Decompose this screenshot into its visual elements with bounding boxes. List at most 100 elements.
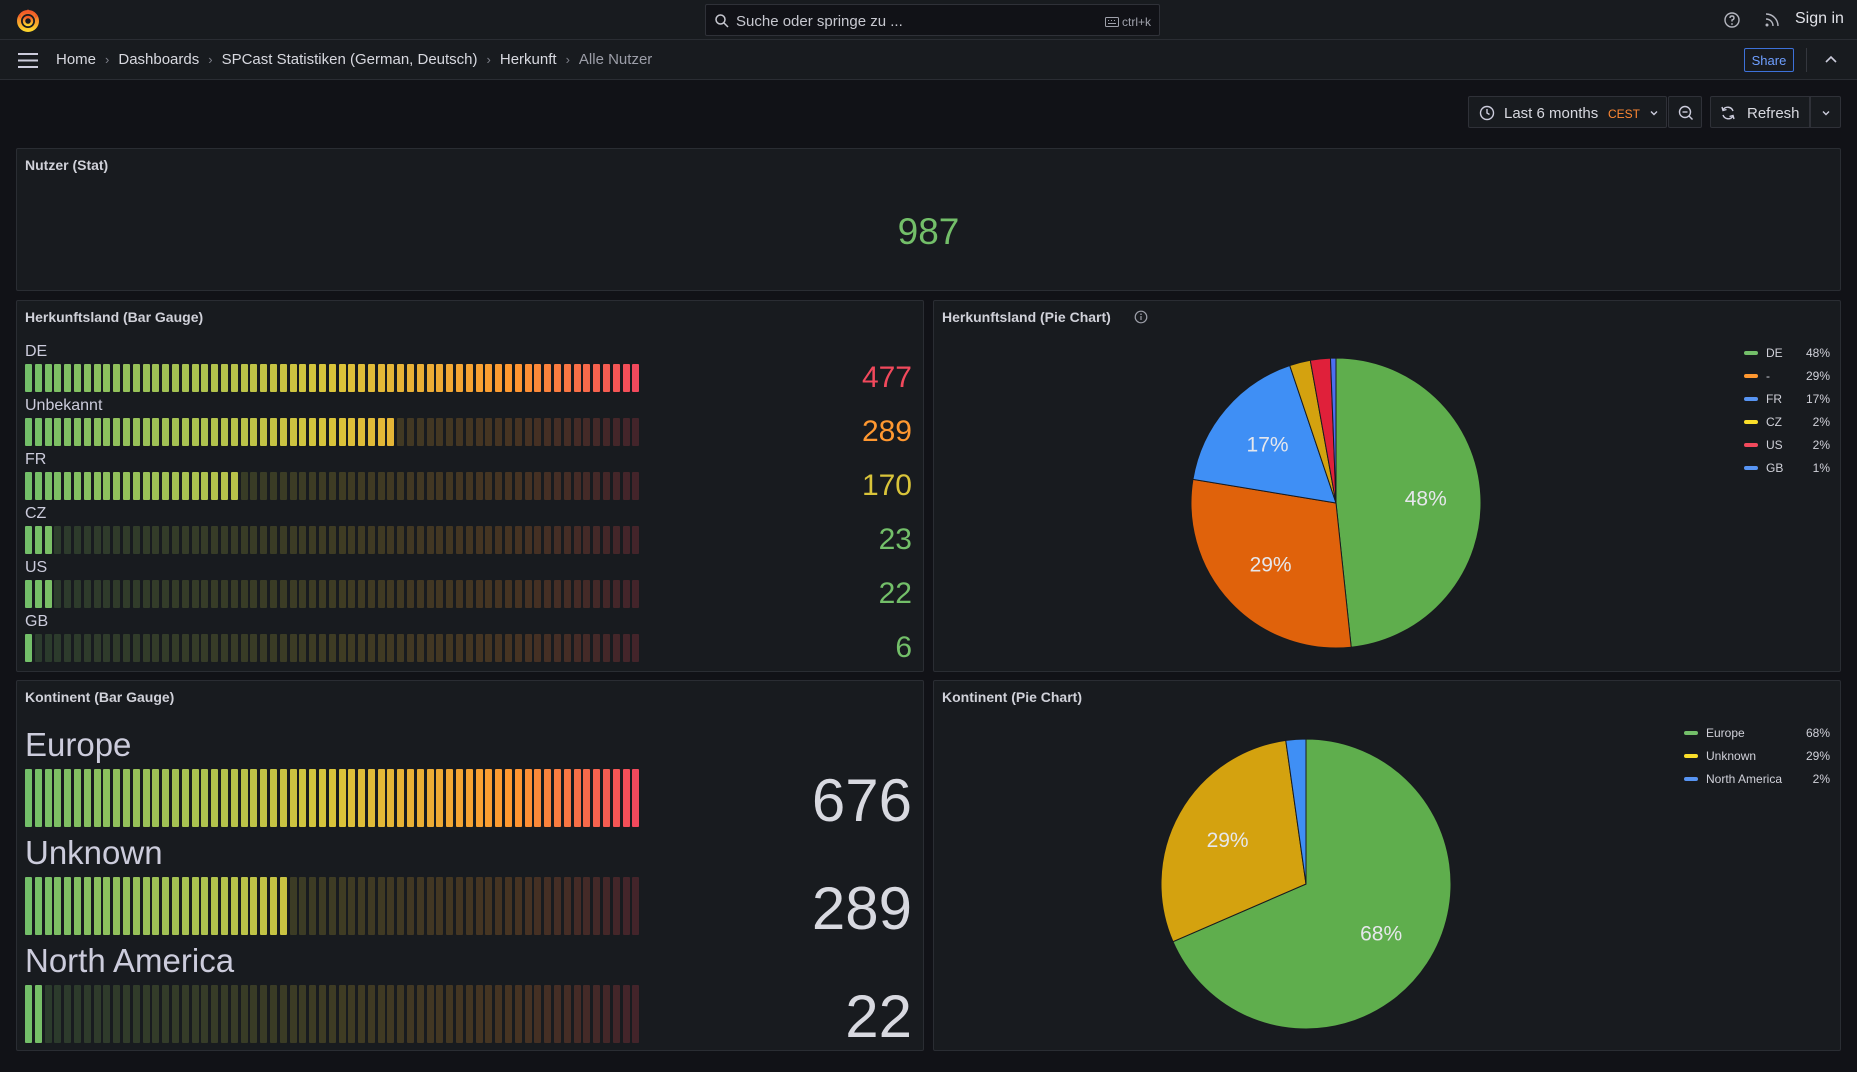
legend-item[interactable]: - [1744,368,1770,384]
bar-cell-empty [220,580,228,608]
bar-cell-empty [407,634,415,662]
panel-nutzer-stat[interactable]: Nutzer (Stat) 987 [16,148,1841,291]
bar-gauge-label: Europe [25,726,132,763]
bar-cell-empty [456,472,464,500]
legend-item[interactable]: DE [1744,345,1783,361]
legend-item[interactable]: North America [1684,771,1782,787]
bar-cell-empty [485,580,493,608]
panel-kontinent-bar-gauge[interactable]: Kontinent (Bar Gauge) Europe 676 Unknown 28… [16,680,924,1051]
bar-cell-empty [534,580,542,608]
bar-cell-filled [505,364,513,392]
bar-cell-filled [73,877,81,935]
bar-cell-empty [358,580,366,608]
menu-icon[interactable] [18,53,38,68]
bar-cell-empty [573,418,581,446]
pie-slice-europe[interactable] [1172,738,1452,1030]
bar-cell-empty [603,877,611,935]
legend-percent: 17% [1805,392,1830,406]
chevron-up-icon[interactable] [1824,53,1838,67]
breadcrumb-dashboards[interactable]: Dashboards [118,51,200,68]
bar-cell-empty [622,526,630,554]
bar-cell-empty [505,526,513,554]
breadcrumb-subfolder[interactable]: Herkunft [499,51,557,68]
help-icon[interactable] [1723,11,1741,29]
bar-cell-empty [171,580,179,608]
pie-slice-unknown[interactable] [1160,739,1307,943]
bar-cell-empty [407,580,415,608]
bar-cell-filled [142,364,150,392]
pie-slice-gb[interactable] [1329,357,1337,504]
legend-percent: 68% [1805,726,1830,740]
pie-slice-label: 29% [1207,829,1249,852]
bar-cell-filled [122,472,130,500]
bar-cell-empty [475,877,483,935]
chevron-down-icon [1650,111,1658,116]
breadcrumb: Home › Dashboards › SPCast Statistiken (… [56,51,652,68]
bar-cell-empty [162,526,170,554]
bar-cell-empty [328,526,336,554]
bar-cell-empty [573,580,581,608]
bar-cell-empty [54,985,62,1043]
bar-cell-empty [583,580,591,608]
time-range-label: Last 6 months [1504,105,1599,122]
bar-cell-filled [367,769,375,827]
sign-in-link[interactable]: Sign in [1795,10,1844,27]
bar-cell-empty [573,634,581,662]
bar-cell-empty [436,877,444,935]
legend-item[interactable]: Unknown [1684,748,1756,764]
refresh-button[interactable]: Refresh [1710,96,1810,128]
bar-cell-empty [534,877,542,935]
bar-cell-filled [279,877,287,935]
bar-cell-empty [377,526,385,554]
info-icon[interactable] [1134,310,1148,324]
legend-item[interactable]: CZ [1744,414,1782,430]
panel-kontinent-pie-chart[interactable]: Kontinent (Pie Chart) 68% 29% Europe 68% Un… [933,680,1841,1051]
legend-item[interactable]: FR [1744,391,1782,407]
bar-cell-empty [407,418,415,446]
bar-cell-empty [465,877,473,935]
bar-cell-filled [416,364,424,392]
legend-item[interactable]: Europe [1684,725,1745,741]
bar-cell-empty [554,418,562,446]
bar-cell-empty [250,580,258,608]
bar-cell-empty [475,472,483,500]
rss-icon[interactable] [1763,11,1781,29]
bar-cell-empty [318,472,326,500]
bar-cell-filled [162,418,170,446]
pie-slice-[interactable] [1190,478,1352,649]
bar-cell-empty [612,877,620,935]
bar-cell-empty [446,634,454,662]
pie-slice-north-america[interactable] [1285,738,1307,885]
bar-cell-empty [426,634,434,662]
bar-cell-empty [573,877,581,935]
panel-herkunftsland-pie-chart[interactable]: Herkunftsland (Pie Chart) 48% 29% 17% DE 48… [933,300,1841,672]
legend-item[interactable]: US [1744,437,1783,453]
pie-slice-de[interactable] [1335,357,1482,648]
legend-item[interactable]: GB [1744,460,1783,476]
bar-cell-filled [612,769,620,827]
time-range-picker[interactable]: Last 6 months CEST [1468,96,1667,128]
bar-cell-filled [603,364,611,392]
refresh-interval-dropdown[interactable] [1810,96,1841,128]
bar-cell-empty [103,580,111,608]
bar-cell-empty [622,634,630,662]
bar-cell-filled [269,418,277,446]
share-button[interactable]: Share [1744,48,1794,72]
bar-cell-empty [563,472,571,500]
bar-cell-empty [407,877,415,935]
breadcrumb-folder[interactable]: SPCast Statistiken (German, Deutsch) [221,51,478,68]
pie-slice-fr[interactable] [1192,364,1337,504]
bar-cell-empty [142,634,150,662]
grafana-logo-icon[interactable] [14,7,42,35]
chevron-right-icon: › [208,52,213,67]
legend-swatch [1744,374,1758,378]
bar-cell-empty [475,985,483,1043]
bar-cell-empty [279,526,287,554]
breadcrumb-home[interactable]: Home [56,51,97,68]
bar-cell-empty [544,526,552,554]
bar-cell-filled [524,769,532,827]
zoom-out-button[interactable] [1668,96,1702,128]
search-input[interactable]: Suche oder springe zu ... ctrl+k [705,4,1160,36]
panel-herkunftsland-bar-gauge[interactable]: Herkunftsland (Bar Gauge) DE 477 Unbekannt… [16,300,924,672]
panel-title: Kontinent (Pie Chart) [942,689,1082,705]
